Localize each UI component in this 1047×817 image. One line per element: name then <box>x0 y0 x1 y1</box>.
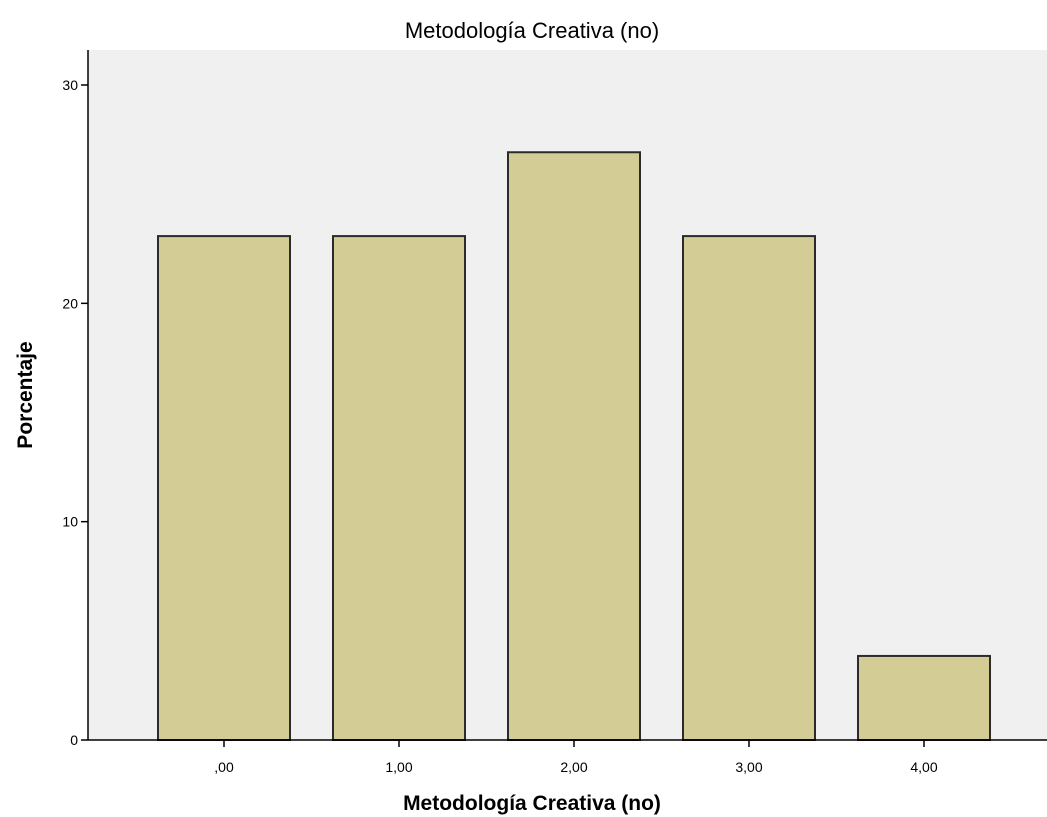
bars-group <box>157 151 991 742</box>
x-tick-label: 3,00 <box>735 759 762 775</box>
y-tick-label: 10 <box>62 514 78 530</box>
bar-4 <box>857 654 991 741</box>
x-tick-label: ,00 <box>214 759 234 775</box>
x-axis-title: Metodología Creativa (no) <box>403 792 661 815</box>
bar-2 <box>507 151 641 742</box>
x-axis-ticks: ,00 1,00 2,00 3,00 4,00 <box>214 740 938 775</box>
bar-0 <box>157 235 291 741</box>
y-tick-label: 20 <box>62 295 78 311</box>
bar-3 <box>682 235 816 741</box>
bar-1 <box>332 235 466 741</box>
x-tick-label: 4,00 <box>910 759 937 775</box>
y-axis-ticks: 0 10 20 30 <box>62 77 88 748</box>
y-tick-label: 30 <box>62 77 78 93</box>
chart-title: Metodología Creativa (no) <box>405 18 659 43</box>
x-tick-label: 1,00 <box>385 759 412 775</box>
y-axis-title: Porcentaje <box>14 341 37 448</box>
x-tick-label: 2,00 <box>560 759 587 775</box>
y-tick-label: 0 <box>70 732 78 748</box>
